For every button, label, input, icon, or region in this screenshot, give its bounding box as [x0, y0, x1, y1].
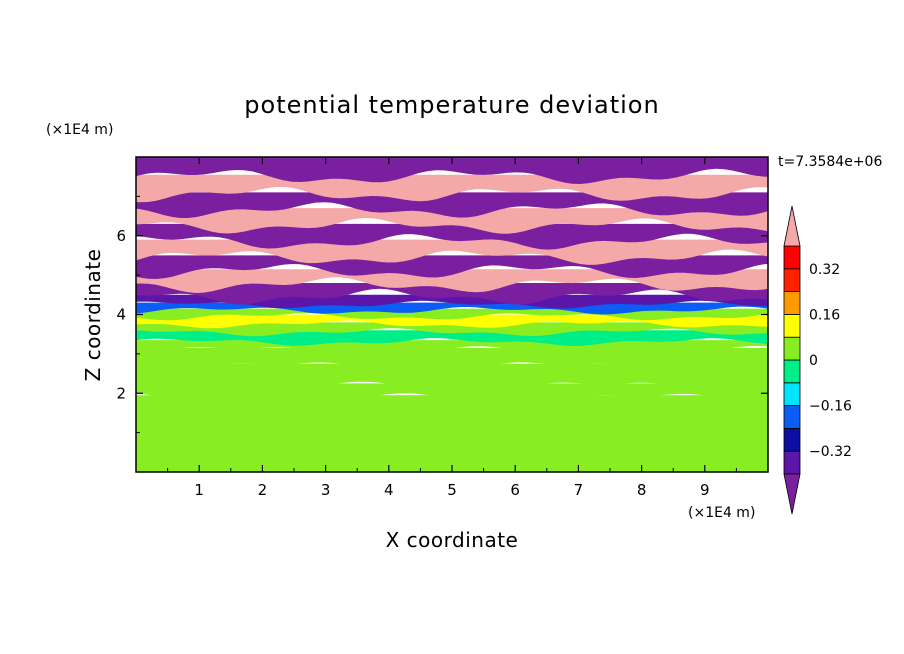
colorbar-tick-label: 0 [809, 353, 818, 369]
x-tick-label: 1 [194, 481, 204, 499]
colorbar: 0.32 0.16 0 −0.16 −0.32 [783, 205, 852, 515]
time-label: t=7.3584e+06 [778, 154, 882, 170]
field-layer [136, 363, 768, 390]
y-axis-label: Z coordinate [81, 249, 105, 382]
field-layer [136, 330, 768, 346]
field-layer [136, 269, 768, 293]
colorbar-tick-label: −0.32 [809, 444, 852, 460]
colorbar-swatch [783, 427, 801, 452]
colorbar-swatch [783, 336, 801, 361]
y-axis-unit: (×1E4 m) [46, 122, 113, 138]
x-axis-unit: (×1E4 m) [688, 505, 755, 521]
colorbar-extend-top [783, 205, 801, 247]
field-layer [136, 282, 768, 305]
colorbar-swatch [783, 359, 801, 384]
y-tick-label: 4 [116, 306, 126, 324]
x-tick-label: 3 [321, 481, 331, 499]
x-axis: 1 2 3 4 5 6 7 8 9 [167, 157, 737, 499]
field-layer [136, 157, 768, 184]
y-axis: 2 4 6 [116, 195, 768, 434]
y-tick-label: 2 [116, 384, 126, 402]
x-tick-label: 7 [574, 481, 584, 499]
x-tick-label: 2 [258, 481, 268, 499]
x-axis-label: X coordinate [386, 528, 519, 552]
x-tick-label: 9 [700, 481, 710, 499]
colorbar-tick-label: 0.32 [809, 262, 840, 278]
x-tick-label: 6 [510, 481, 520, 499]
colorbar-swatch [783, 245, 801, 270]
colorbar-swatch [783, 405, 801, 429]
colorbar-extend-bottom [783, 473, 801, 515]
field-layer [136, 239, 768, 265]
field-layer [136, 294, 768, 309]
field-layer [136, 322, 768, 337]
colorbar-swatch [783, 291, 801, 315]
colorbar-tick-label: −0.16 [809, 399, 852, 415]
heatmap-field [136, 157, 768, 472]
x-tick-label: 5 [447, 481, 457, 499]
field-layer [136, 223, 768, 250]
colorbar-swatch [783, 268, 801, 292]
y-tick-label: 6 [116, 227, 126, 245]
colorbar-swatch [783, 313, 801, 338]
field-layer [136, 395, 768, 472]
x-tick-label: 4 [384, 481, 394, 499]
field-layer [136, 383, 768, 402]
colorbar-swatch [783, 382, 801, 406]
chart-title: potential temperature deviation [244, 91, 659, 119]
field-layer [136, 314, 768, 329]
field-layer [136, 208, 768, 234]
colorbar-tick-label: 0.16 [809, 307, 840, 323]
x-tick-label: 8 [637, 481, 647, 499]
colorbar-swatch [783, 450, 801, 475]
